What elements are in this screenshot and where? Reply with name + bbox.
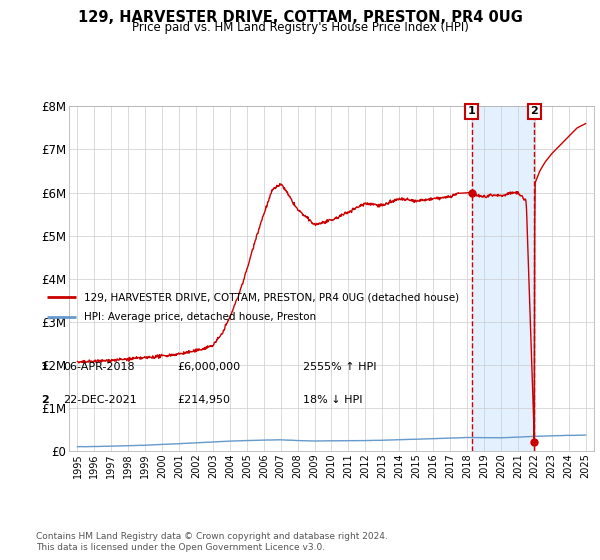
Text: Price paid vs. HM Land Registry's House Price Index (HPI): Price paid vs. HM Land Registry's House … [131, 21, 469, 34]
Text: £6,000,000: £6,000,000 [177, 362, 240, 372]
Text: 18% ↓ HPI: 18% ↓ HPI [303, 395, 362, 405]
Text: 129, HARVESTER DRIVE, COTTAM, PRESTON, PR4 0UG: 129, HARVESTER DRIVE, COTTAM, PRESTON, P… [77, 10, 523, 25]
Text: Contains HM Land Registry data © Crown copyright and database right 2024.
This d: Contains HM Land Registry data © Crown c… [36, 532, 388, 552]
Text: HPI: Average price, detached house, Preston: HPI: Average price, detached house, Pres… [83, 312, 316, 322]
Bar [472, 106, 535, 451]
Text: 06-APR-2018: 06-APR-2018 [63, 362, 134, 372]
Text: 129, HARVESTER DRIVE, COTTAM, PRESTON, PR4 0UG (detached house): 129, HARVESTER DRIVE, COTTAM, PRESTON, P… [83, 292, 458, 302]
Text: £214,950: £214,950 [177, 395, 230, 405]
Text: 2555% ↑ HPI: 2555% ↑ HPI [303, 362, 377, 372]
Text: 22-DEC-2021: 22-DEC-2021 [63, 395, 137, 405]
Text: 2: 2 [41, 395, 49, 405]
Text: 1: 1 [467, 106, 475, 116]
Text: 1: 1 [41, 362, 49, 372]
Text: 2: 2 [530, 106, 538, 116]
